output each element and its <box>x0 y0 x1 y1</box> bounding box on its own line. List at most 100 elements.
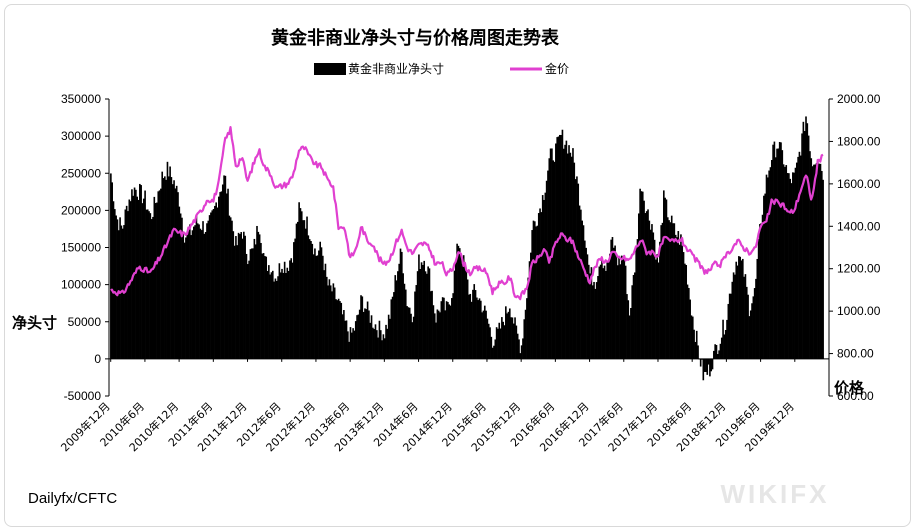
net-position-bar <box>177 192 179 359</box>
net-position-bar <box>311 243 314 359</box>
net-position-bar <box>239 234 241 359</box>
net-position-bar <box>329 285 332 359</box>
net-position-bar <box>819 163 822 359</box>
net-position-bar <box>495 327 498 359</box>
net-position-bar <box>628 315 631 359</box>
net-position-bar <box>745 286 748 359</box>
net-position-bar <box>264 256 266 359</box>
net-position-bar <box>552 160 555 359</box>
net-position-bar <box>778 141 781 359</box>
net-position-bar <box>502 321 505 359</box>
net-position-bar <box>458 248 461 359</box>
net-position-bar <box>605 270 607 359</box>
net-position-bar <box>221 184 224 359</box>
net-position-bar <box>169 166 171 359</box>
net-position-bar <box>815 163 818 359</box>
net-position-bar <box>171 184 174 359</box>
net-position-bar <box>256 225 258 359</box>
net-position-bar <box>769 167 772 359</box>
net-position-bar <box>200 230 203 359</box>
net-position-bar <box>501 317 503 359</box>
net-position-bar <box>261 253 264 359</box>
net-position-bar <box>499 328 502 359</box>
net-position-bar <box>611 237 614 359</box>
net-position-bar <box>304 228 307 359</box>
net-position-bars <box>110 116 824 381</box>
right-tick-label: 2000.00 <box>837 92 881 106</box>
net-position-bar <box>141 203 144 359</box>
net-position-bar <box>773 141 776 359</box>
net-position-bar <box>390 299 393 359</box>
net-position-bar <box>767 177 769 359</box>
net-position-bar <box>634 272 636 359</box>
net-position-bar <box>785 165 788 359</box>
net-position-bar <box>657 262 660 359</box>
net-position-bar <box>150 219 153 359</box>
net-position-bar <box>760 223 763 359</box>
net-position-bar <box>195 215 198 359</box>
net-position-bar <box>606 261 609 359</box>
net-position-bar <box>520 345 523 359</box>
net-position-bar <box>208 215 211 359</box>
legend-label-net-position: 黄金非商业净头寸 <box>348 61 444 76</box>
net-position-bar <box>440 301 443 359</box>
net-position-bar <box>215 202 217 359</box>
net-position-bar <box>630 307 632 359</box>
net-position-bar <box>614 245 616 359</box>
watermark: WIKIFX <box>721 479 830 509</box>
right-tick-label: 1400.00 <box>837 219 881 233</box>
net-position-bar <box>635 245 637 359</box>
net-position-bar <box>460 254 462 359</box>
net-position-bar <box>574 179 577 359</box>
net-position-bar <box>744 274 747 359</box>
net-position-bar <box>439 312 441 359</box>
net-position-bar <box>414 291 416 359</box>
net-position-bar <box>691 316 694 359</box>
net-position-bar <box>341 314 344 359</box>
net-position-bar <box>116 219 119 359</box>
net-position-bar <box>597 276 599 359</box>
net-position-bar <box>653 239 656 359</box>
net-position-bar <box>183 242 186 359</box>
net-position-bar <box>674 234 677 359</box>
net-position-bar <box>795 162 798 359</box>
net-position-bar <box>196 223 199 359</box>
net-position-bar <box>419 268 422 359</box>
net-position-bar <box>651 224 653 359</box>
net-position-bar <box>157 191 160 359</box>
net-position-bar <box>490 336 493 359</box>
net-position-bar <box>619 264 622 359</box>
net-position-bar <box>453 270 456 359</box>
net-position-bar <box>798 151 801 359</box>
net-position-bar <box>298 202 300 359</box>
net-position-bar <box>307 235 310 359</box>
net-position-bar <box>695 330 698 359</box>
net-position-bar <box>676 237 678 359</box>
net-position-bar <box>806 123 809 359</box>
net-position-bar <box>216 207 219 359</box>
net-position-bar <box>357 314 360 359</box>
net-position-bar <box>350 332 353 359</box>
net-position-bar <box>269 274 271 359</box>
net-position-bar <box>670 215 673 359</box>
net-position-bar <box>494 339 497 359</box>
net-position-bar <box>544 192 547 359</box>
net-position-bar <box>223 175 225 359</box>
net-position-bar <box>724 329 727 359</box>
net-position-bar <box>530 252 532 359</box>
net-position-bar <box>452 293 454 359</box>
net-position-bar <box>165 179 167 359</box>
net-position-bar <box>373 328 375 359</box>
x-axis-ticks: 2009年12月2010年6月2010年12月2011年6月2011年12月20… <box>58 358 797 454</box>
net-position-bar <box>507 311 510 359</box>
net-position-bar <box>715 344 718 359</box>
net-position-bar <box>401 251 403 359</box>
net-position-bar <box>445 301 448 359</box>
net-position-bar <box>385 324 387 359</box>
net-position-bar <box>640 191 643 359</box>
left-tick-label: 50000 <box>68 315 102 329</box>
net-position-bar <box>739 256 741 359</box>
net-position-bar <box>572 148 574 359</box>
net-position-bar <box>125 205 128 359</box>
net-position-bar <box>154 203 157 359</box>
